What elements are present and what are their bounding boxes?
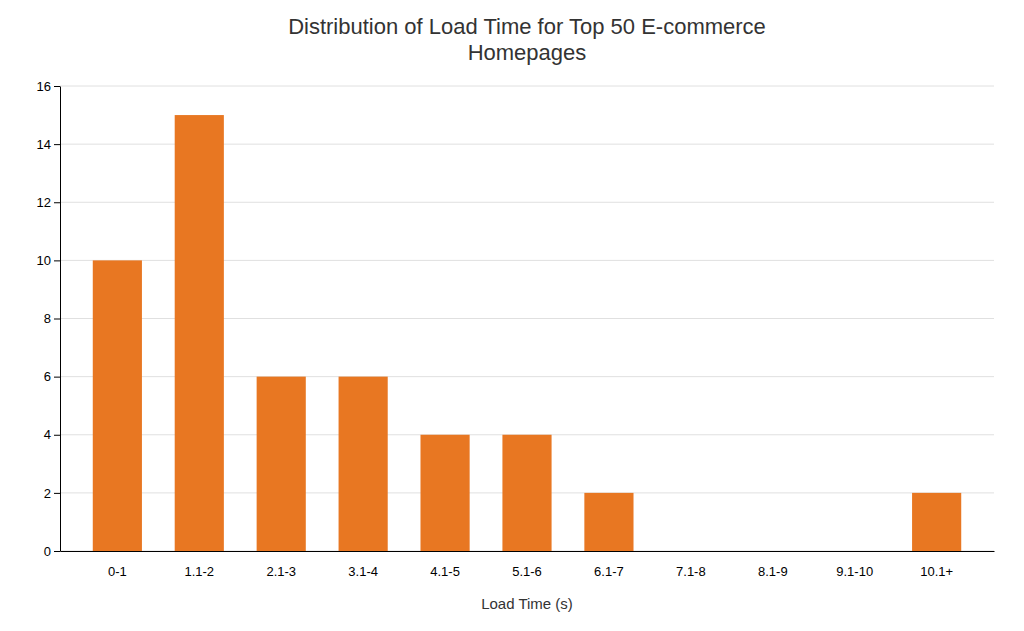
tick: 7.1-8	[676, 564, 706, 579]
tick-label: 7.1-8	[676, 564, 706, 579]
tick-label: 12	[37, 195, 51, 210]
tick-label: 2	[44, 486, 51, 501]
tick-mark	[54, 86, 60, 87]
tick: 8.1-9	[758, 564, 788, 579]
tick-mark	[54, 319, 60, 320]
tick: 9.1-10	[836, 564, 873, 579]
tick: 12	[37, 195, 60, 210]
tick-label: 6	[44, 369, 51, 384]
tick: 10.1+	[920, 564, 953, 579]
bar	[912, 493, 961, 551]
bar	[420, 435, 469, 551]
title-line: Homepages	[468, 40, 587, 65]
bar	[257, 377, 306, 551]
tick: 4	[44, 427, 60, 442]
tick: 4.1-5	[430, 564, 460, 579]
tick-label: 0	[44, 544, 51, 559]
tick: 14	[37, 137, 60, 152]
tick: 0-1	[108, 564, 127, 579]
tick-label: 8	[44, 311, 51, 326]
x-axis-label: Load Time (s)	[481, 595, 573, 612]
grid-line	[60, 86, 994, 87]
bar	[830, 551, 879, 552]
bar	[93, 260, 142, 551]
tick: 6	[44, 369, 60, 384]
y-axis: 0 2 4 6 8 10 12 14 16	[37, 79, 61, 559]
chart: 0 2 4 6 8 10 12 14 16 0-1 1.1-2 2.1-3 3.1-4 4.1-5 5.1-…	[0, 0, 1024, 631]
tick-mark	[54, 144, 60, 145]
bar	[748, 551, 797, 552]
bar	[584, 493, 633, 551]
tick-label: 10.1+	[920, 564, 953, 579]
x-axis: 0-1 1.1-2 2.1-3 3.1-4 4.1-5 5.1-6 6.1-7 7.1-8 8.…	[61, 552, 995, 579]
tick-label: 10	[37, 253, 51, 268]
axis-line	[60, 87, 61, 552]
tick: 0	[44, 544, 60, 559]
tick-label: 1.1-2	[184, 564, 214, 579]
tick-mark	[54, 260, 60, 261]
grid	[60, 86, 994, 551]
tick: 3.1-4	[348, 564, 378, 579]
tick-label: 8.1-9	[758, 564, 788, 579]
title-line: Distribution of Load Time for Top 50 E-c…	[288, 14, 766, 39]
tick-label: 16	[37, 79, 51, 94]
tick: 2	[44, 486, 60, 501]
bar	[175, 115, 224, 551]
tick-label: 0-1	[108, 564, 127, 579]
tick: 5.1-6	[512, 564, 542, 579]
tick: 6.1-7	[594, 564, 624, 579]
tick-label: 3.1-4	[348, 564, 378, 579]
bar	[339, 377, 388, 551]
bar	[666, 551, 715, 552]
axis-line	[61, 551, 995, 552]
bar	[502, 435, 551, 551]
tick-mark	[54, 377, 60, 378]
tick-label: 4.1-5	[430, 564, 460, 579]
plot-area: 0 2 4 6 8 10 12 14 16 0-1 1.1-2 2.1-3 3.1-4 4.1-5 5.1-…	[37, 79, 995, 579]
tick-mark	[54, 551, 60, 552]
tick-label: 5.1-6	[512, 564, 542, 579]
tick-label: 14	[37, 137, 51, 152]
tick-mark	[54, 202, 60, 203]
bars	[93, 115, 961, 551]
tick: 10	[37, 253, 60, 268]
tick-label: 6.1-7	[594, 564, 624, 579]
tick-label: 2.1-3	[266, 564, 296, 579]
tick-mark	[54, 493, 60, 494]
title: Distribution of Load Time for Top 50 E-c…	[288, 14, 766, 65]
tick: 8	[44, 311, 60, 326]
tick: 2.1-3	[266, 564, 296, 579]
tick-label: 4	[44, 427, 51, 442]
tick: 16	[37, 79, 60, 94]
tick-mark	[54, 435, 60, 436]
tick-label: 9.1-10	[836, 564, 873, 579]
tick: 1.1-2	[184, 564, 214, 579]
